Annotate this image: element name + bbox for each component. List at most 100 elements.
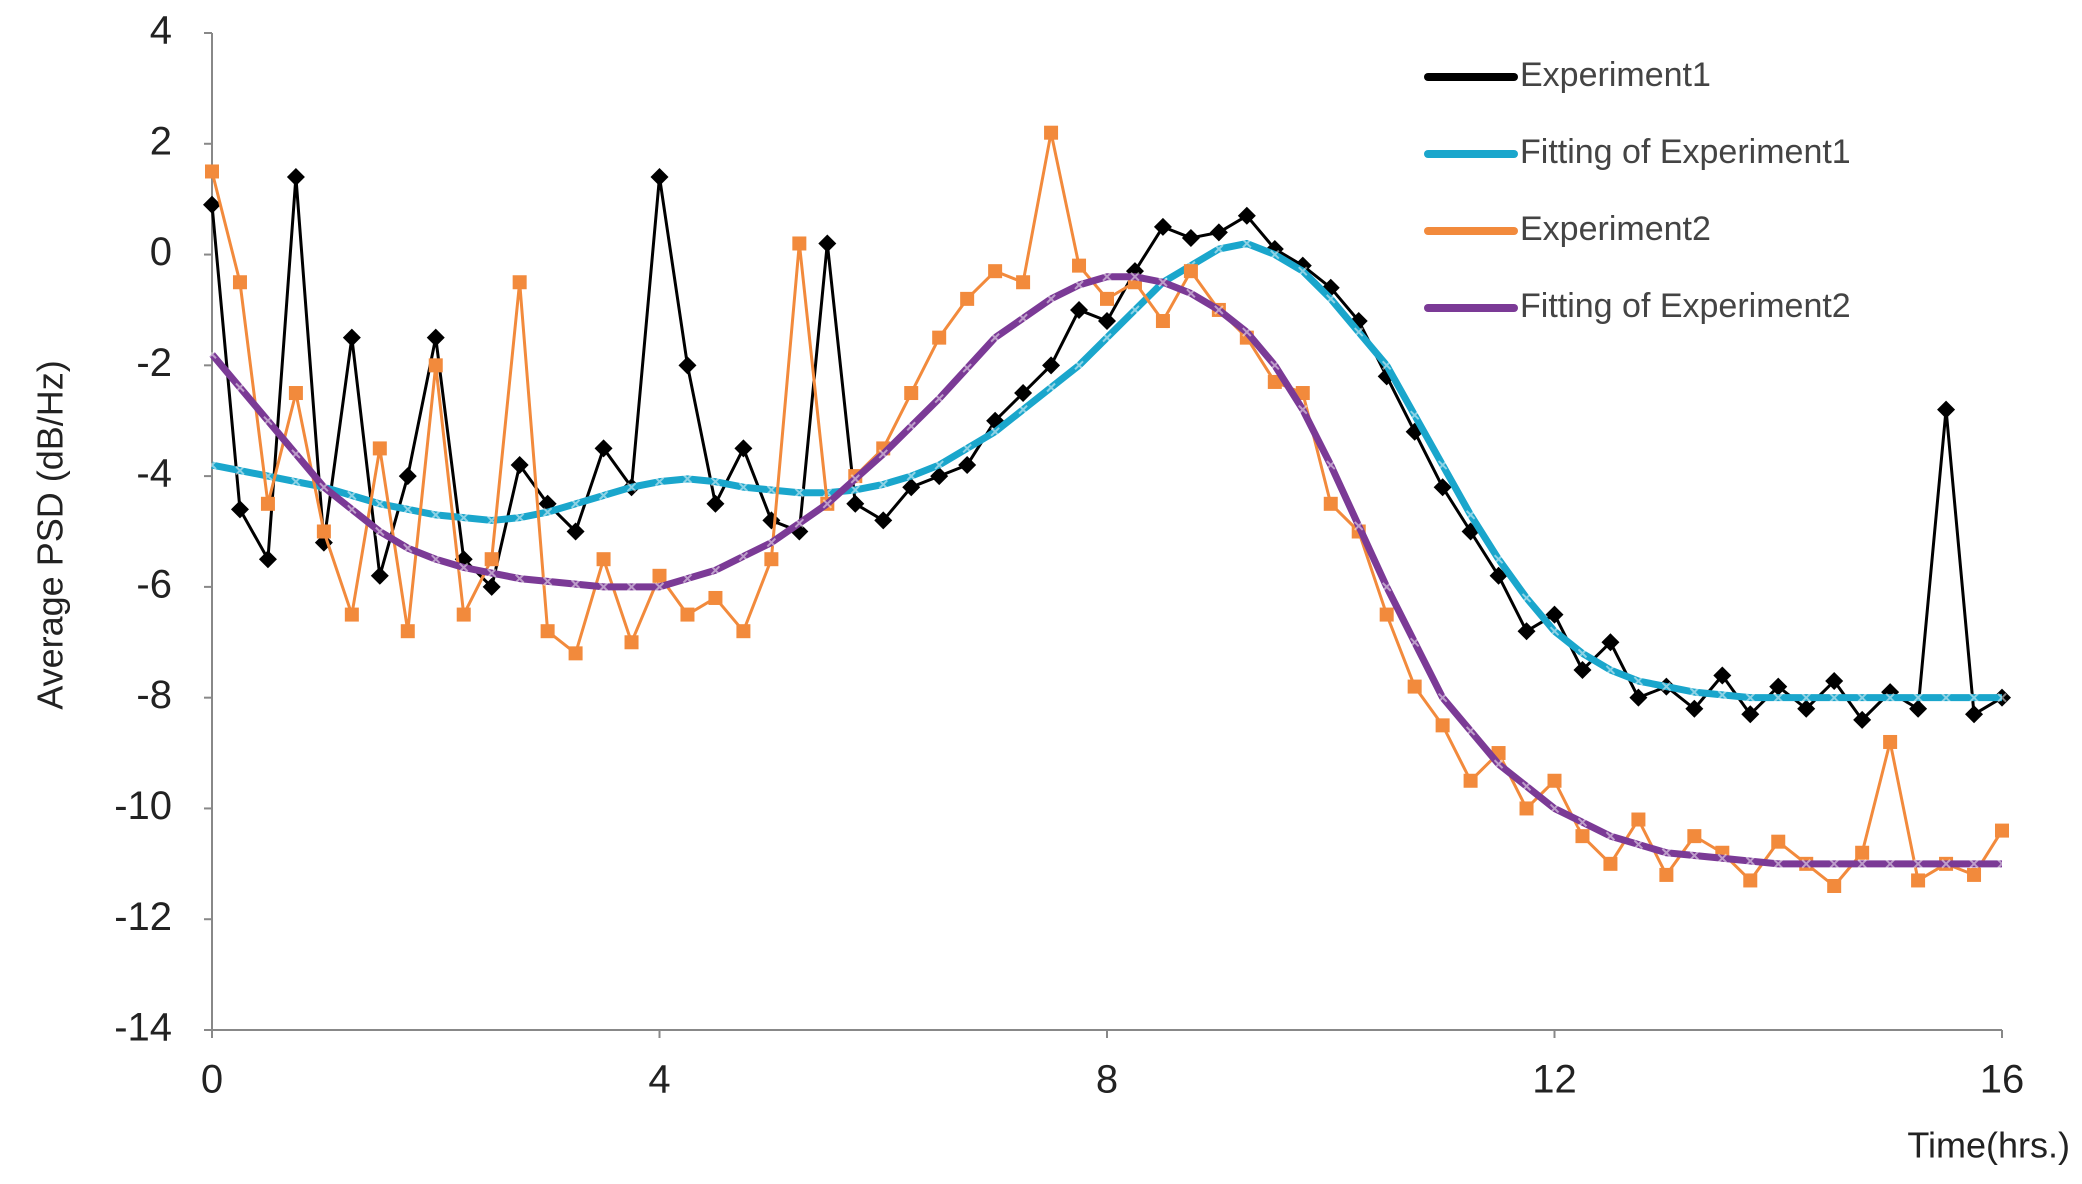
marker [1885,859,1895,869]
marker [1605,665,1616,675]
marker [988,264,1003,279]
marker [1717,853,1728,864]
marker [1689,850,1700,861]
marker [1326,294,1336,304]
marker [1853,710,1872,729]
marker [710,476,721,487]
x-tick-label: 8 [1096,1058,1118,1102]
marker [1046,382,1056,393]
marker [514,512,525,523]
marker [426,328,445,347]
marker [1435,718,1450,733]
marker [1713,666,1732,685]
y-tick-label: -2 [136,341,172,385]
marker [1407,679,1422,694]
marker [1941,859,1951,869]
marker [1270,360,1280,371]
marker [766,537,777,548]
marker [1102,272,1112,282]
marker [482,577,501,596]
marker [1072,258,1087,273]
marker [400,624,415,639]
y-tick-label: -8 [136,673,172,717]
marker [594,439,613,458]
marker [1549,626,1560,636]
marker [822,499,833,509]
marker [1463,773,1478,788]
marker [375,499,385,509]
marker [1857,859,1867,869]
marker [850,474,860,484]
marker [1521,781,1532,791]
marker [459,512,469,523]
marker [874,511,893,530]
marker [1237,206,1256,225]
marker [205,164,219,179]
marker [1044,125,1059,140]
marker [1381,582,1392,592]
marker [624,635,639,650]
marker [1773,692,1783,703]
marker [258,550,277,569]
marker [1130,272,1140,282]
marker [1967,867,1982,882]
marker [316,524,331,539]
series-line [210,175,2003,722]
marker [1298,404,1308,415]
marker [794,488,805,498]
marker [263,416,273,426]
marker [1098,312,1116,331]
marker [1354,521,1364,531]
marker [403,543,413,553]
marker [598,582,609,592]
marker [1825,672,1844,691]
marker [1745,856,1755,866]
marker [1409,637,1420,647]
marker [1102,332,1112,343]
marker [904,386,919,401]
marker [1601,633,1620,652]
marker [1885,692,1895,703]
y-tick-label: -6 [136,562,172,606]
marker [906,421,916,431]
marker [1883,734,1898,749]
marker [1074,280,1084,290]
marker [1855,845,1870,860]
marker [1130,305,1140,315]
marker [207,349,217,359]
y-tick-label: -4 [136,452,172,496]
marker [510,456,529,475]
marker [1969,859,1979,869]
marker [1181,228,1200,247]
marker [1605,831,1616,841]
marker [990,427,1000,437]
marker [1042,356,1061,375]
marker [1158,277,1168,287]
marker [431,554,441,564]
marker [1797,699,1816,718]
marker [1827,878,1842,893]
marker [1633,839,1644,850]
marker [370,566,389,585]
marker [1437,692,1448,703]
marker [1521,593,1532,603]
marker [1214,305,1224,315]
marker [1074,360,1084,371]
marker [570,499,581,509]
marker [1517,622,1536,641]
marker [1242,238,1252,249]
marker [962,363,972,373]
marker [1661,848,1672,858]
marker [1659,867,1674,882]
marker [960,291,975,306]
marker [1965,705,1984,724]
marker [1493,759,1504,769]
marker [680,607,695,622]
marker [286,168,305,187]
marker [431,510,441,520]
marker [850,485,860,495]
x-tick-label: 16 [1980,1058,2025,1102]
marker [846,494,865,513]
marker [1016,275,1031,290]
